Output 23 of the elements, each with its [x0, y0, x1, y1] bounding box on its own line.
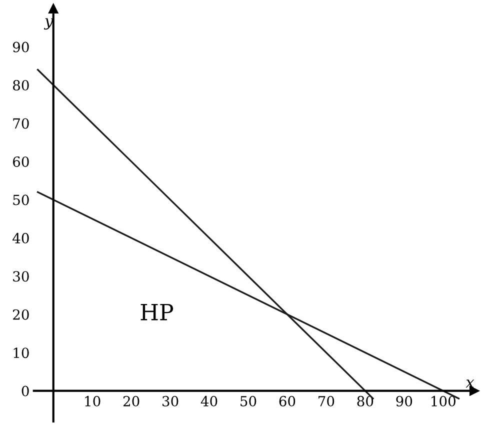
y-tick-label: 10: [14, 348, 29, 358]
x-tick-label: 60: [279, 396, 296, 406]
x-tick-label: 20: [123, 396, 140, 406]
y-tick-label: 0: [22, 386, 29, 396]
x-tick-label: 30: [162, 396, 178, 406]
x-axis-title: x: [466, 380, 474, 388]
y-tick-label: 30: [13, 271, 29, 282]
y-tick-label: 40: [12, 232, 29, 244]
y-axis-title: y: [44, 18, 54, 30]
annotation: HP: [140, 304, 174, 320]
x-tick-label: 90: [396, 396, 412, 406]
x-tick-label: 40: [200, 396, 218, 406]
x-tick-label: 50: [240, 396, 256, 406]
x-tick-label: 10: [85, 396, 100, 406]
y-tick-label: 70: [13, 118, 29, 129]
y-tick-label: 50: [13, 194, 29, 206]
x-tick-label: 70: [318, 396, 334, 406]
y-tick-label: 80: [13, 80, 29, 91]
x-tick-label: 80: [357, 396, 374, 406]
y-tick-label: 20: [13, 309, 29, 320]
y-tick-label: 60: [13, 156, 29, 167]
y-tick-label: 90: [12, 42, 29, 52]
x-tick-label: 100: [432, 396, 456, 406]
